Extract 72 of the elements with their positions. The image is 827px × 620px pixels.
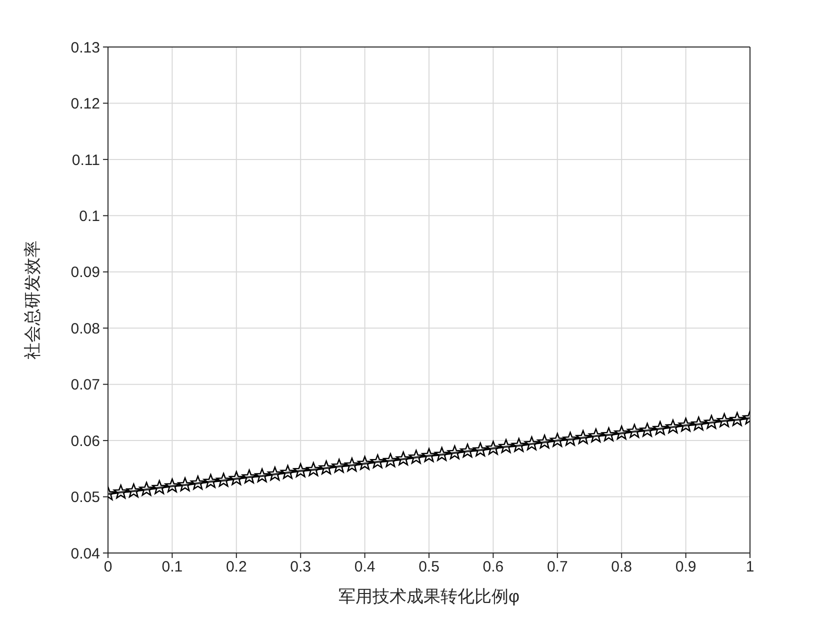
point	[268, 466, 282, 481]
x-axis-title: 军用技术成果转化比例φ	[338, 587, 520, 606]
point	[562, 432, 578, 446]
x-tick-label: 0	[104, 558, 112, 576]
y-tick-label: 0.04	[70, 545, 100, 562]
point	[306, 462, 321, 476]
point	[498, 439, 514, 454]
point	[254, 468, 270, 482]
point	[614, 426, 629, 440]
point	[512, 438, 526, 452]
point	[730, 412, 744, 426]
point	[434, 446, 450, 461]
point	[114, 484, 128, 499]
point	[178, 477, 192, 492]
x-tick-label: 0.8	[611, 558, 632, 576]
x-tick-label: 0.6	[482, 558, 504, 576]
y-tick-label: 0.05	[70, 489, 100, 506]
point	[152, 480, 167, 494]
point	[717, 413, 732, 428]
point	[190, 476, 206, 490]
point	[229, 471, 244, 486]
point	[357, 456, 372, 470]
point	[691, 416, 706, 431]
x-tick-label: 0.5	[418, 558, 440, 576]
point	[126, 484, 141, 498]
point	[332, 458, 346, 473]
point	[139, 482, 154, 496]
x-tick-label: 0.9	[675, 558, 696, 576]
x-tick-label: 0.7	[546, 558, 568, 576]
y-tick-label: 0.11	[72, 152, 100, 169]
x-tick-label: 0.2	[226, 558, 247, 576]
x-tick-label: 0.3	[290, 558, 312, 576]
y-tick-label: 0.06	[70, 432, 100, 450]
y-axis-title: 社会总研发效率	[23, 240, 42, 360]
point	[473, 442, 488, 456]
point	[370, 454, 385, 468]
point	[447, 445, 462, 460]
point	[203, 474, 218, 488]
point	[627, 424, 642, 438]
point	[666, 419, 680, 434]
point	[576, 430, 590, 444]
y-tick-label: 0.07	[70, 376, 100, 394]
point	[704, 414, 719, 429]
point	[601, 427, 616, 442]
y-tick-label: 0.08	[70, 320, 100, 338]
point	[318, 460, 334, 474]
point	[652, 421, 668, 436]
y-tick-label: 0.12	[70, 96, 100, 113]
point	[537, 434, 552, 449]
point	[550, 432, 565, 447]
point	[164, 478, 180, 492]
y-tick-label: 0.1	[79, 208, 100, 225]
point	[640, 422, 655, 437]
point	[383, 453, 398, 468]
point	[280, 464, 296, 479]
point	[242, 469, 257, 484]
point	[216, 472, 231, 487]
point	[588, 428, 604, 442]
point	[486, 440, 501, 455]
x-tick-label: 0.4	[354, 558, 376, 576]
point	[408, 450, 424, 464]
point	[460, 444, 475, 458]
point	[344, 458, 360, 472]
point	[678, 418, 694, 432]
x-tick-label: 0.1	[162, 558, 183, 576]
y-tick-label: 0.09	[70, 264, 100, 282]
x-tick-label: 1	[746, 558, 754, 576]
y-tick-label: 0.13	[70, 39, 100, 56]
point	[396, 451, 411, 466]
point	[293, 463, 308, 478]
point	[422, 448, 436, 462]
point	[524, 436, 540, 450]
